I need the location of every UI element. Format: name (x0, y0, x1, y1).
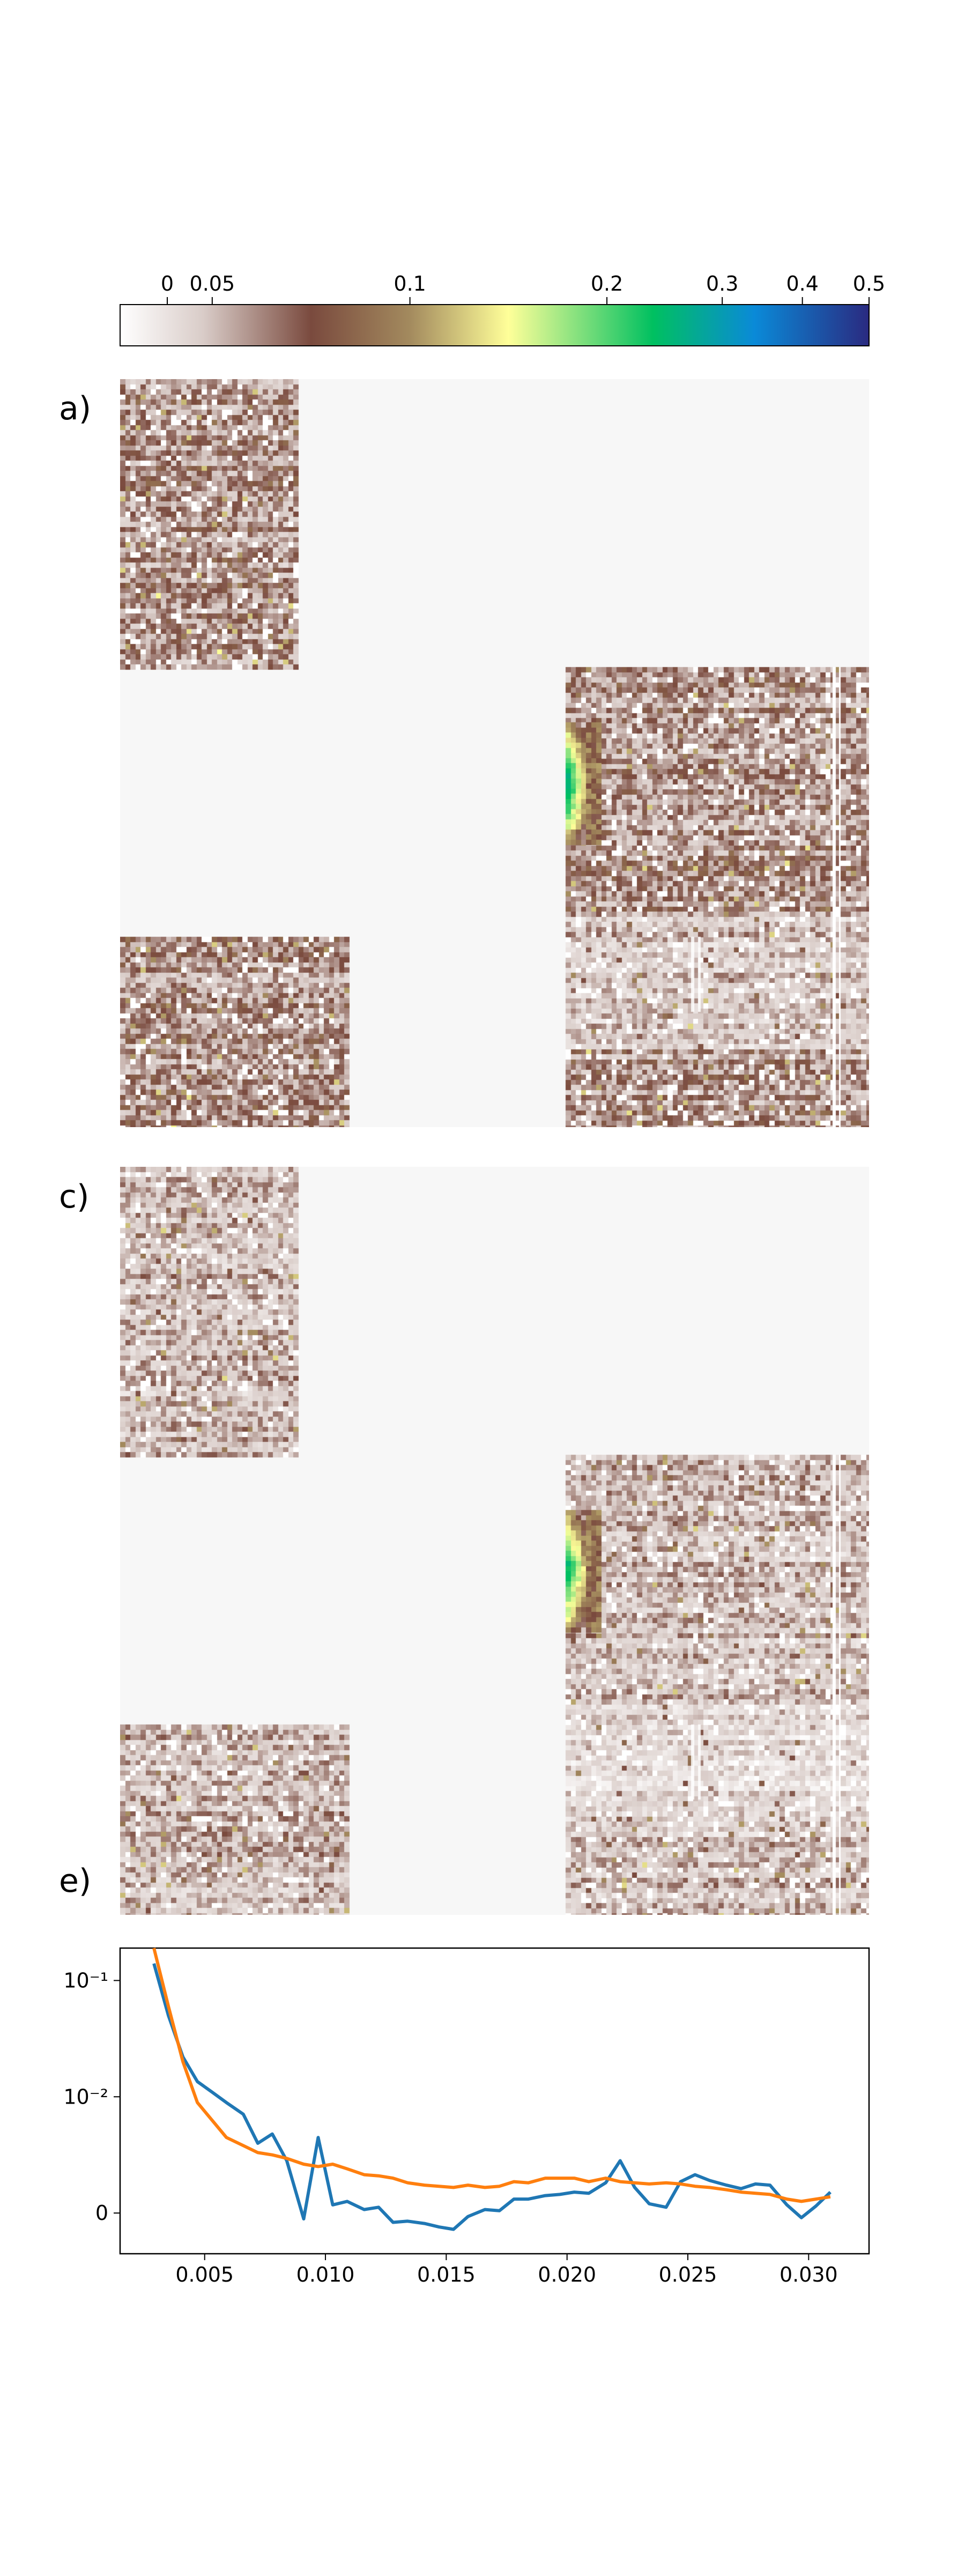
colorbar-gradient (120, 305, 869, 346)
line-chart: 0.005 0.010 0.015 0.020 0.025 0.030 0 10⁻² 10⁻¹ (63, 1947, 870, 2286)
colorbar-ticks: 0 0.05 0.1 0.2 0.3 0.4 0.5 (161, 272, 885, 305)
x-tick-label: 0.015 (417, 2263, 476, 2286)
colorbar: 0 0.05 0.1 0.2 0.3 0.4 0.5 (120, 272, 885, 346)
colorbar-tick-label: 0 (161, 272, 174, 295)
heatmap-a (120, 379, 869, 1127)
colorbar-tick-label: 0.05 (190, 272, 235, 295)
series-lines (152, 1948, 832, 2231)
colorbar-tick-label: 0.1 (394, 272, 426, 295)
panel-label-e: e) (59, 1862, 91, 1900)
series-line-2 (152, 1948, 831, 2203)
line-chart-frame (119, 1947, 870, 2255)
colorbar-tick-label: 0.4 (786, 272, 818, 295)
x-tick-label: 0.030 (780, 2263, 838, 2286)
colorbar-tick-label: 0.2 (591, 272, 623, 295)
panel-label-c: c) (59, 1178, 89, 1216)
panel-label-a: a) (59, 390, 91, 427)
y-tick-label: 0 (95, 2201, 108, 2225)
x-axis-ticks: 0.005 0.010 0.015 0.020 0.025 0.030 (175, 2254, 838, 2286)
x-tick-label: 0.005 (175, 2263, 234, 2286)
colorbar-frame (120, 304, 870, 346)
y-tick-label: 10⁻² (63, 2085, 108, 2108)
heatmap-c (120, 1167, 869, 1915)
colorbar-tick-label: 0.3 (706, 272, 738, 295)
y-tick-label: 10⁻¹ (63, 1968, 108, 1992)
x-tick-label: 0.025 (659, 2263, 717, 2286)
x-tick-label: 0.010 (296, 2263, 355, 2286)
x-tick-label: 0.020 (538, 2263, 596, 2286)
y-axis-ticks: 0 10⁻² 10⁻¹ (63, 1968, 120, 2225)
colorbar-tick-label: 0.5 (853, 272, 885, 295)
series-line-1 (152, 1963, 832, 2231)
